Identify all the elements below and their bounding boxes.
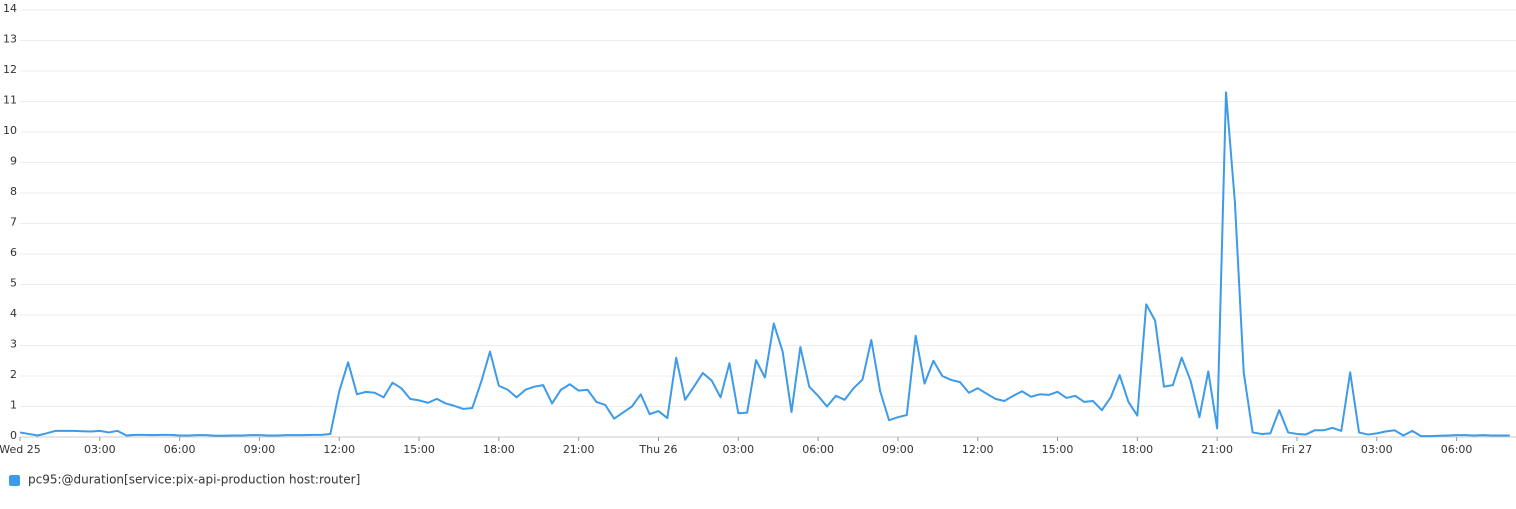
x-tick-label: 15:00 xyxy=(1042,443,1074,456)
x-tick-label: 06:00 xyxy=(1441,443,1473,456)
y-tick-label: 9 xyxy=(10,155,17,168)
x-tick-label: Fri 27 xyxy=(1282,443,1313,456)
x-tick-label: 03:00 xyxy=(1361,443,1393,456)
legend-label: pc95:@duration[service:pix-api-productio… xyxy=(28,473,360,487)
x-tick-label: 12:00 xyxy=(323,443,355,456)
x-tick-label: 18:00 xyxy=(1121,443,1153,456)
x-tick-label: Thu 26 xyxy=(638,443,677,456)
x-tick-label: 18:00 xyxy=(483,443,515,456)
y-tick-label: 7 xyxy=(10,216,17,229)
y-tick-label: 3 xyxy=(10,338,17,351)
x-tick-label: 21:00 xyxy=(563,443,595,456)
y-tick-label: 1 xyxy=(10,399,17,412)
y-tick-label: 11 xyxy=(3,94,17,107)
legend-swatch xyxy=(9,475,20,486)
x-tick-label: 15:00 xyxy=(403,443,435,456)
x-tick-label: 09:00 xyxy=(244,443,276,456)
y-tick-label: 14 xyxy=(3,2,17,15)
y-tick-label: 4 xyxy=(10,307,17,320)
y-tick-label: 2 xyxy=(10,368,17,381)
y-tick-label: 10 xyxy=(3,124,17,137)
x-tick-label: 03:00 xyxy=(84,443,116,456)
y-tick-label: 13 xyxy=(3,33,17,46)
y-tick-label: 5 xyxy=(10,277,17,290)
y-tick-label: 8 xyxy=(10,185,17,198)
x-tick-label: Wed 25 xyxy=(0,443,41,456)
x-tick-label: 06:00 xyxy=(164,443,196,456)
x-tick-label: 09:00 xyxy=(882,443,914,456)
y-tick-label: 0 xyxy=(10,429,17,442)
line-series xyxy=(19,91,1510,438)
y-tick-label: 6 xyxy=(10,246,17,259)
x-tick-label: 03:00 xyxy=(722,443,754,456)
y-tick-label: 12 xyxy=(3,63,17,76)
x-tick-label: 06:00 xyxy=(802,443,834,456)
x-tick-label: 12:00 xyxy=(962,443,994,456)
x-tick-label: 21:00 xyxy=(1201,443,1233,456)
